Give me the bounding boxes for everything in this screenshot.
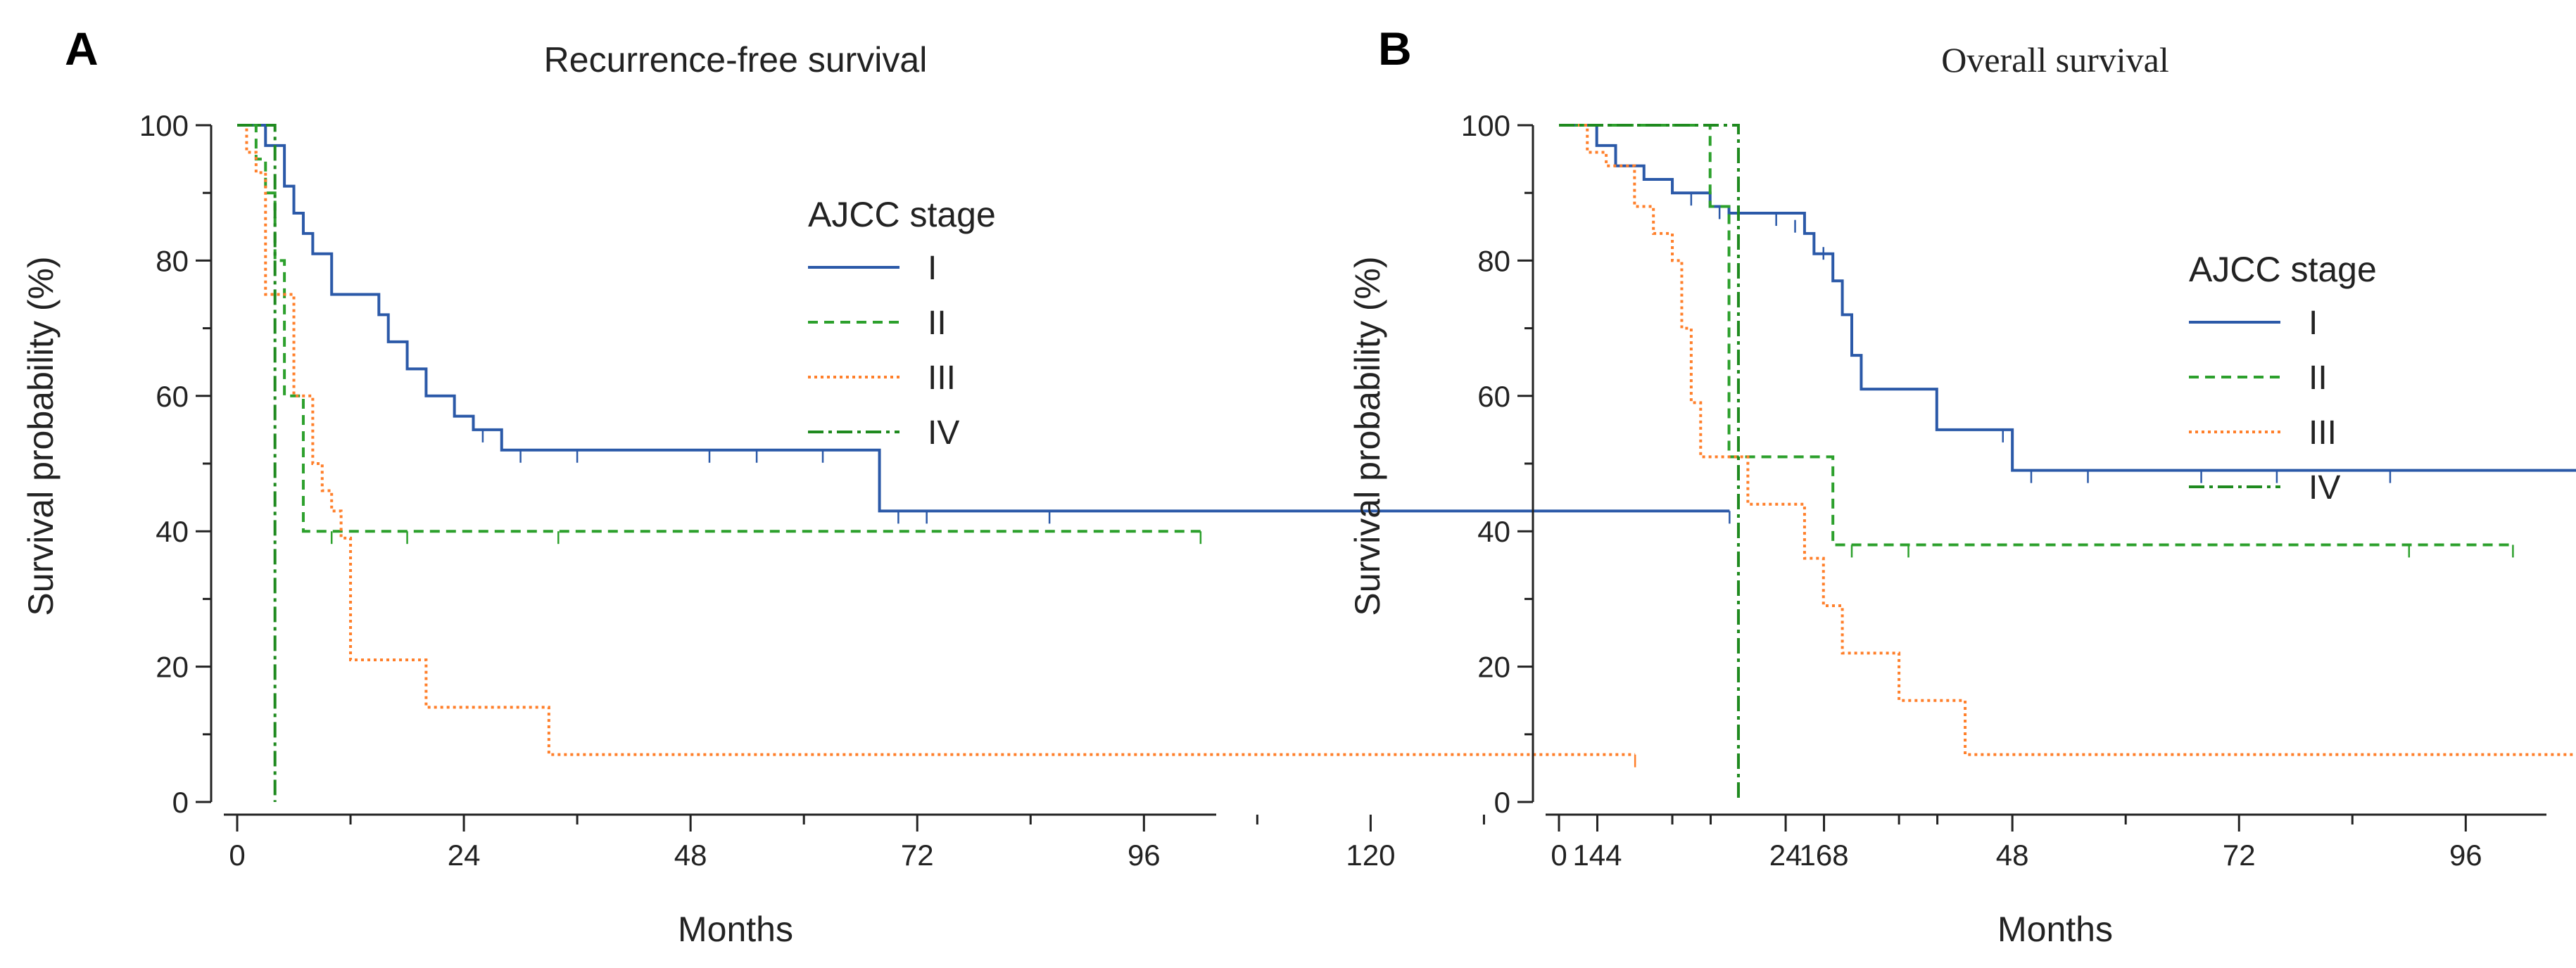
panel-b-x-tick-label: 48 xyxy=(1996,839,2029,872)
panel-a-y-axis-label: Survival probability (%) xyxy=(21,256,61,616)
panel-a-legend-title: AJCC stage xyxy=(808,195,996,234)
panel-b-x-axis-label: Months xyxy=(1997,910,2113,949)
panel-a-x-tick-label: 72 xyxy=(901,839,934,872)
panel-a-letter: A xyxy=(65,23,99,75)
panel-a-curve-stage-i xyxy=(237,124,1730,513)
panel-a-x-axis-label: Months xyxy=(678,910,793,949)
panel-b-x-tick-label: 24 xyxy=(1769,839,1802,872)
panel-b-y-axis-label: Survival probability (%) xyxy=(1348,256,1387,616)
panel-b-y-tick-label: 60 xyxy=(1477,380,1510,413)
panel-a-curve-stage-iii xyxy=(237,124,1636,756)
panel-a-x-tick-label: 96 xyxy=(1128,839,1161,872)
panel-b-legend-title: AJCC stage xyxy=(2189,250,2377,289)
panel-b-curve-stage-iii xyxy=(1559,124,2576,756)
panel-b-legend-label-stage-ii: II xyxy=(2309,359,2328,397)
panel-b-y-tick-label: 80 xyxy=(1477,244,1510,277)
panel-b-legend-label-stage-iii: III xyxy=(2309,414,2337,452)
panel-b-curves xyxy=(1559,124,2576,802)
panel-b-overall-survival: B Overall survival Survival probability … xyxy=(1348,23,2576,949)
panel-a-x-tick-label: 168 xyxy=(1800,839,1849,872)
panel-b-title: Overall survival xyxy=(1941,40,2169,79)
panel-b-curve-stage-iv xyxy=(1559,124,1740,802)
panel-a-y-tick-label: 100 xyxy=(139,109,189,142)
panel-a-x-tick-label: 24 xyxy=(448,839,481,872)
panel-b-curve-stage-ii xyxy=(1559,124,2513,547)
panel-b-curve-stage-i xyxy=(1559,124,2576,472)
panel-a-curve-stage-ii xyxy=(237,124,1201,533)
panel-a-y-tick-label: 40 xyxy=(156,515,189,548)
panel-a-title: Recurrence-free survival xyxy=(544,40,928,79)
panel-a-y-tick-label: 60 xyxy=(156,380,189,413)
panel-b-legend-label-stage-i: I xyxy=(2309,305,2318,342)
panel-b-x-tick-label: 0 xyxy=(1551,839,1567,872)
panel-b-y-tick-label: 20 xyxy=(1477,651,1510,684)
panel-a-ticks: 0 24 48 72 96 120 144 168 0 20 40 60 80 100 xyxy=(139,109,1939,872)
panel-a-curves xyxy=(237,124,1731,802)
panel-b-y-tick-label: 100 xyxy=(1461,109,1510,142)
panel-b-legend-label-stage-iv: IV xyxy=(2309,469,2340,507)
panel-a-legend-label-stage-iii: III xyxy=(928,359,956,397)
panel-b-x-tick-label: 96 xyxy=(2449,839,2482,872)
panel-a-curve-stage-iv xyxy=(237,124,277,802)
panel-a-legend-label-stage-ii: II xyxy=(928,305,947,342)
panel-a-legend-label-stage-i: I xyxy=(928,250,937,287)
panel-b-y-tick-label: 40 xyxy=(1477,515,1510,548)
panel-a-y-tick-label: 80 xyxy=(156,244,189,277)
panel-a-y-tick-label: 0 xyxy=(172,786,189,819)
panel-a-recurrence-free-survival: A Recurrence-free survival Survival prob… xyxy=(21,23,1939,949)
panel-a-x-tick-label: 144 xyxy=(1572,839,1622,872)
panel-a-x-tick-label: 0 xyxy=(229,839,245,872)
panel-a-y-tick-label: 20 xyxy=(156,651,189,684)
panel-b-letter: B xyxy=(1378,23,1412,75)
panel-b-x-tick-label: 72 xyxy=(2223,839,2256,872)
panel-a-x-tick-label: 48 xyxy=(674,839,707,872)
panel-b-y-tick-label: 0 xyxy=(1494,786,1510,819)
panel-a-legend-label-stage-iv: IV xyxy=(928,414,959,452)
panel-a-x-tick-label: 120 xyxy=(1346,839,1395,872)
